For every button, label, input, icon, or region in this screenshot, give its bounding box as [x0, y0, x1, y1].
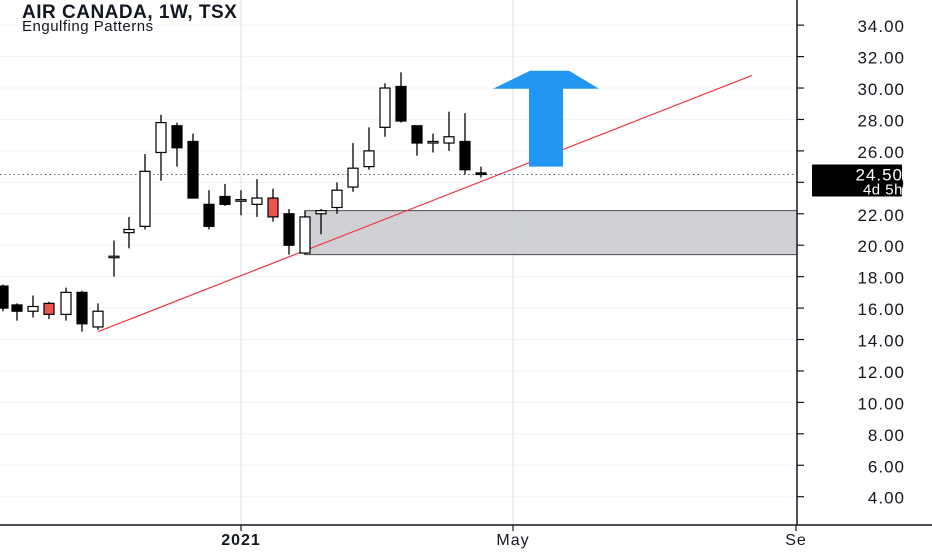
candle: [283, 209, 295, 255]
y-tick-label: 4.00: [868, 489, 905, 508]
candle-body: [299, 216, 311, 254]
candle: [155, 114, 167, 181]
candle: [92, 303, 104, 331]
candle: [379, 83, 391, 137]
candle-body: [60, 291, 72, 315]
chart-title: AIR CANADA, 1W, TSX: [22, 2, 238, 23]
price-axis: 4.00 6.00 8.00 10.00 12.00 14.00 16.00 18.00 20.…: [796, 0, 905, 525]
candle: [43, 301, 55, 320]
candle: [108, 240, 120, 277]
candle-body: [139, 170, 151, 227]
candle: [139, 154, 151, 230]
candle-body: [235, 199, 247, 202]
candle-body: [347, 167, 359, 188]
x-tick-label: 2021: [221, 532, 261, 549]
demand-zone: [304, 210, 798, 256]
candle-body: [459, 140, 471, 171]
y-tick-label: 22.00: [857, 206, 905, 225]
trendline-line: [97, 74, 753, 333]
candle-body: [92, 310, 104, 328]
candle: [459, 113, 471, 175]
time-axis: 2021 May Se: [0, 524, 932, 549]
y-tick-label: 8.00: [868, 426, 905, 445]
candle-body: [411, 125, 423, 144]
candle-body: [363, 150, 375, 168]
candle: [475, 166, 487, 178]
candle: [411, 125, 423, 156]
candle-body: [283, 213, 295, 246]
candle-body: [331, 189, 343, 209]
candle: [60, 287, 72, 321]
y-tick-label: 30.00: [857, 80, 905, 99]
candle-body: [155, 122, 167, 154]
candle: [219, 183, 231, 206]
candle-body: [219, 195, 231, 205]
chart-subtitle: Engulfing Patterns: [22, 18, 154, 35]
candle-body: [251, 197, 263, 205]
candle: [363, 127, 375, 170]
current-price-label-box: [812, 164, 902, 197]
candle: [11, 303, 23, 321]
candle-body: [315, 210, 327, 215]
y-tick-label: 26.00: [857, 143, 905, 162]
candle: [251, 179, 263, 217]
candle-body: [43, 302, 55, 315]
candle: [267, 188, 279, 222]
trendline: [97, 74, 753, 333]
candle-body: [187, 140, 199, 199]
candle: [235, 190, 247, 216]
candle: [203, 190, 215, 230]
y-tick-label: 18.00: [857, 269, 905, 288]
candle-body: [171, 125, 183, 149]
y-tick-label: 32.00: [857, 49, 905, 68]
y-tick-label: 6.00: [868, 457, 905, 476]
y-tick-label: 12.00: [857, 363, 905, 382]
y-tick-label: 14.00: [857, 332, 905, 351]
candle-body: [76, 291, 88, 325]
candle: [171, 122, 183, 167]
current-price-label: 24.50: [855, 165, 903, 184]
candle: [187, 133, 199, 199]
y-tick-label: 10.00: [857, 394, 905, 413]
candle-body: [203, 203, 215, 227]
candle: [443, 111, 455, 151]
candle-body: [0, 285, 9, 309]
time-to-close-label: 4d 5h: [863, 181, 903, 198]
x-tick-label: Se: [785, 532, 807, 549]
candle: [123, 216, 135, 249]
candle-body: [267, 197, 279, 218]
candle: [427, 133, 439, 153]
candle: [395, 72, 407, 123]
candle-body: [395, 85, 407, 122]
candle-body: [427, 140, 439, 144]
candle-body: [123, 228, 135, 234]
up-arrow: [493, 70, 599, 167]
candle: [331, 182, 343, 214]
y-tick-label: 20.00: [857, 237, 905, 256]
candle: [315, 209, 327, 235]
candle-body: [379, 87, 391, 128]
x-tick-label: May: [496, 532, 529, 549]
candle-body: [27, 305, 39, 312]
candle: [76, 290, 88, 332]
y-tick-label: 34.00: [857, 17, 905, 36]
candle: [0, 284, 9, 312]
arrow-shape: [493, 70, 599, 167]
y-tick-label: 16.00: [857, 300, 905, 319]
candle-body: [11, 304, 23, 312]
candle-body: [108, 255, 120, 259]
demand-zone-rect: [304, 210, 798, 256]
candle: [299, 210, 311, 255]
y-tick-label: 28.00: [857, 111, 905, 130]
grid: [0, 0, 797, 525]
candle-body: [443, 136, 455, 144]
candles: [0, 72, 487, 332]
candle: [27, 295, 39, 318]
candle-body: [475, 172, 487, 176]
candle: [347, 143, 359, 192]
